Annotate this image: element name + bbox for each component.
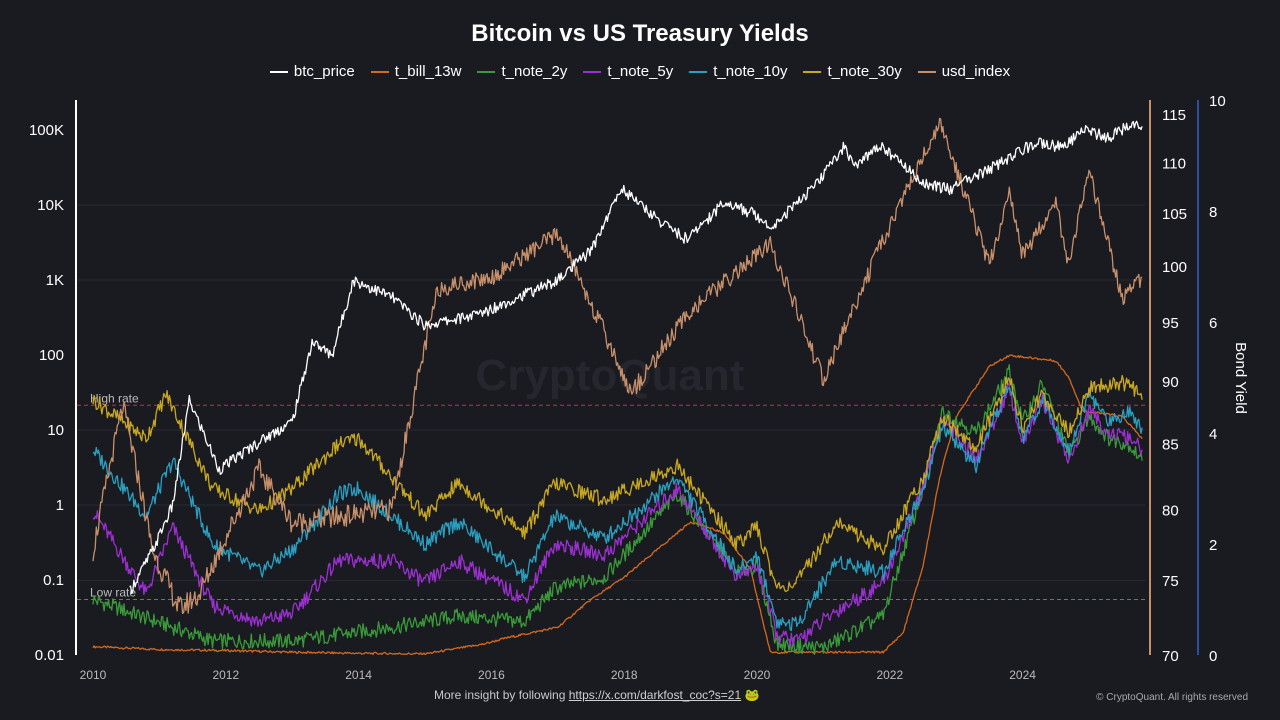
legend-item-btc-price[interactable]: btc_price bbox=[269, 63, 355, 80]
usd-tick-label: 115 bbox=[1162, 107, 1186, 124]
legend: btc_price t_bill_13w t_note_2y t_note_5y t_n… bbox=[0, 63, 1280, 80]
legend-swatch bbox=[583, 70, 602, 73]
left-tick-label: 100K bbox=[29, 122, 64, 139]
legend-label: t_note_30y bbox=[827, 63, 902, 80]
x-tick-label: 2012 bbox=[212, 668, 239, 682]
usd-tick-label: 80 bbox=[1162, 502, 1179, 519]
left-tick-label: 1 bbox=[56, 497, 64, 514]
x-tick-label: 2018 bbox=[611, 668, 638, 682]
series-line-t-note-30y bbox=[92, 374, 1143, 593]
series-line-t-bill-13w bbox=[92, 354, 1143, 656]
legend-item-t-note-30y[interactable]: t_note_30y bbox=[803, 63, 902, 80]
yield-tick-label: 4 bbox=[1209, 426, 1217, 443]
legend-item-t-note-5y[interactable]: t_note_5y bbox=[583, 63, 673, 80]
legend-label: t_note_2y bbox=[501, 63, 568, 80]
series-line-t-note-2y bbox=[92, 364, 1143, 656]
yield-axis-title: Bond Yield bbox=[1232, 342, 1249, 414]
series-line-usd-index bbox=[92, 117, 1143, 615]
x-tick-label: 2024 bbox=[1009, 668, 1036, 682]
usd-tick-label: 110 bbox=[1162, 155, 1186, 172]
legend-item-t-bill-13w[interactable]: t_bill_13w bbox=[370, 63, 462, 80]
legend-item-t-note-2y[interactable]: t_note_2y bbox=[477, 63, 567, 80]
footer-link[interactable]: https://x.com/darkfost_coc?s=21 bbox=[568, 688, 742, 702]
yield-tick-label: 0 bbox=[1209, 648, 1217, 665]
x-tick-label: 2016 bbox=[478, 668, 505, 682]
x-tick-label: 2010 bbox=[80, 668, 107, 682]
yield-tick-label: 6 bbox=[1209, 315, 1217, 332]
watermark: CryptoQuant bbox=[476, 351, 745, 400]
usd-tick-label: 90 bbox=[1162, 374, 1179, 391]
chart-title: Bitcoin vs US Treasury Yields bbox=[471, 20, 809, 47]
legend-swatch bbox=[689, 70, 708, 73]
series-line-t-note-10y bbox=[92, 385, 1143, 632]
left-tick-label: 0.01 bbox=[35, 647, 64, 664]
legend-swatch bbox=[477, 70, 496, 73]
legend-label: usd_index bbox=[941, 63, 1011, 80]
series-line-btc-price bbox=[129, 120, 1143, 595]
legend-label: t_bill_13w bbox=[394, 63, 462, 80]
copyright: © CryptoQuant. All rights reserved bbox=[1096, 692, 1248, 703]
usd-tick-label: 70 bbox=[1162, 648, 1179, 665]
legend-swatch bbox=[370, 70, 389, 73]
series-line-t-note-5y bbox=[92, 382, 1143, 647]
legend-swatch bbox=[803, 70, 822, 73]
left-tick-label: 10K bbox=[37, 197, 64, 214]
usd-tick-label: 100 bbox=[1162, 259, 1187, 276]
legend-swatch bbox=[269, 70, 288, 73]
footer: More insight by following https://x.com/… bbox=[434, 688, 759, 702]
usd-tick-label: 85 bbox=[1162, 436, 1179, 453]
legend-label: t_note_5y bbox=[607, 63, 674, 80]
frog-emoji-icon: 🐸 bbox=[744, 688, 760, 702]
left-tick-label: 1K bbox=[46, 272, 64, 289]
threshold-label: High rate bbox=[90, 391, 139, 405]
legend-label: btc_price bbox=[293, 63, 355, 80]
footer-text: More insight by following bbox=[434, 688, 569, 702]
x-tick-label: 2020 bbox=[744, 668, 771, 682]
legend-swatch bbox=[917, 70, 936, 73]
usd-tick-label: 75 bbox=[1162, 573, 1179, 590]
left-tick-label: 0.1 bbox=[43, 572, 64, 589]
yield-tick-label: 2 bbox=[1209, 537, 1217, 554]
left-tick-label: 10 bbox=[47, 422, 64, 439]
usd-tick-label: 105 bbox=[1162, 206, 1187, 223]
x-tick-label: 2014 bbox=[345, 668, 372, 682]
usd-tick-label: 95 bbox=[1162, 315, 1179, 332]
x-tick-label: 2022 bbox=[876, 668, 903, 682]
yield-tick-label: 8 bbox=[1209, 204, 1217, 221]
legend-label: t_note_10y bbox=[713, 63, 788, 80]
threshold-label: Low rate bbox=[90, 586, 136, 600]
yield-tick-label: 10 bbox=[1209, 93, 1226, 110]
legend-item-usd-index[interactable]: usd_index bbox=[917, 63, 1011, 80]
left-tick-label: 100 bbox=[39, 347, 64, 364]
legend-item-t-note-10y[interactable]: t_note_10y bbox=[689, 63, 787, 80]
